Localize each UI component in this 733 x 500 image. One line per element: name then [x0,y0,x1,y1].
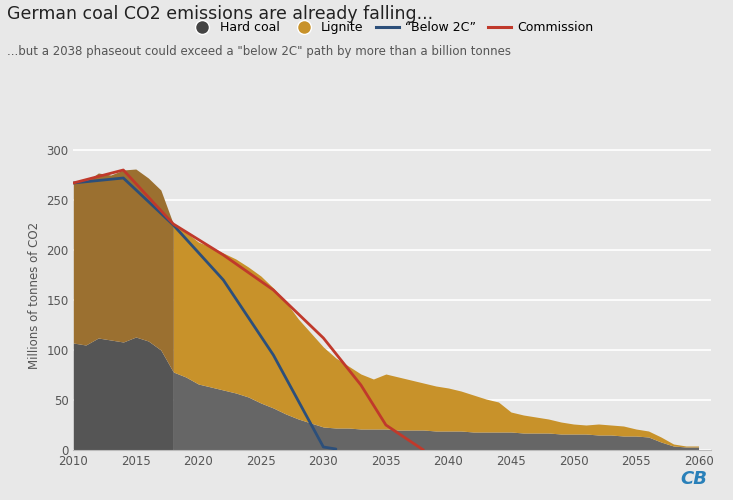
Text: German coal CO2 emissions are already falling...: German coal CO2 emissions are already fa… [7,5,433,23]
Text: ...but a 2038 phaseout could exceed a "below 2C" path by more than a billion ton: ...but a 2038 phaseout could exceed a "b… [7,45,512,58]
Text: CB: CB [680,470,707,488]
Y-axis label: Millions of tonnes of CO2: Millions of tonnes of CO2 [28,222,40,368]
Legend: Hard coal, Lignite, “Below 2C”, Commission: Hard coal, Lignite, “Below 2C”, Commissi… [186,16,598,39]
